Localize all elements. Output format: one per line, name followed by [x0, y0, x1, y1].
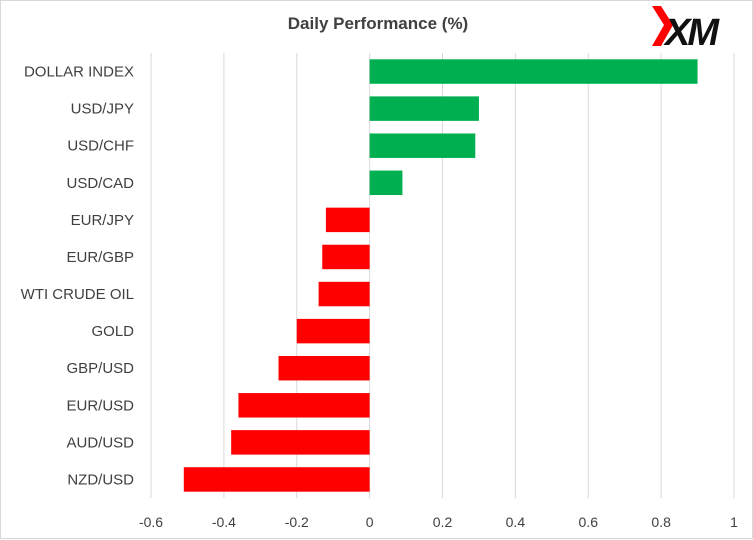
x-tick-label: 0 — [366, 514, 374, 530]
bar — [238, 393, 370, 418]
category-label: EUR/JPY — [71, 212, 134, 229]
category-label: DOLLAR INDEX — [24, 64, 134, 81]
x-tick-label: -0.4 — [212, 514, 236, 530]
category-label: GBP/USD — [66, 360, 134, 377]
bar — [296, 318, 370, 344]
x-axis-tick-labels: -0.6 -0.4 -0.2 0 0.2 0.4 0.6 0.8 1 — [139, 514, 738, 530]
bar — [369, 59, 698, 84]
bar — [325, 207, 370, 233]
bar — [183, 467, 370, 492]
bar — [278, 355, 370, 381]
category-label: USD/CAD — [66, 175, 134, 192]
bar — [318, 281, 370, 307]
category-label: WTI CRUDE OIL — [21, 286, 134, 303]
category-label: AUD/USD — [66, 434, 134, 451]
category-label: EUR/GBP — [66, 249, 134, 266]
bar — [369, 170, 403, 196]
x-tick-label: 1 — [730, 514, 738, 530]
logo-chevron — [652, 6, 673, 46]
x-tick-label: 0.8 — [651, 514, 671, 530]
category-label: GOLD — [91, 323, 134, 340]
category-label: USD/CHF — [67, 138, 134, 155]
xm-logo: XM — [652, 6, 723, 54]
gridlines — [150, 53, 735, 498]
x-tick-label: -0.6 — [139, 514, 163, 530]
category-label: NZD/USD — [67, 471, 134, 488]
category-label: EUR/USD — [66, 397, 134, 414]
x-tick-label: 0.6 — [579, 514, 599, 530]
chart-title: Daily Performance (%) — [288, 14, 468, 33]
x-tick-label: -0.2 — [285, 514, 309, 530]
bar — [322, 244, 370, 270]
bars — [183, 59, 698, 492]
x-tick-label: 0.4 — [506, 514, 526, 530]
logo-text: XM — [663, 12, 720, 54]
x-tick-label: 0.2 — [433, 514, 453, 530]
bar — [369, 133, 476, 158]
category-label: USD/JPY — [71, 101, 134, 118]
bar — [369, 96, 479, 121]
bar — [231, 430, 370, 455]
category-labels: DOLLAR INDEX USD/JPY USD/CHF USD/CAD EUR/JPY… — [21, 64, 135, 489]
